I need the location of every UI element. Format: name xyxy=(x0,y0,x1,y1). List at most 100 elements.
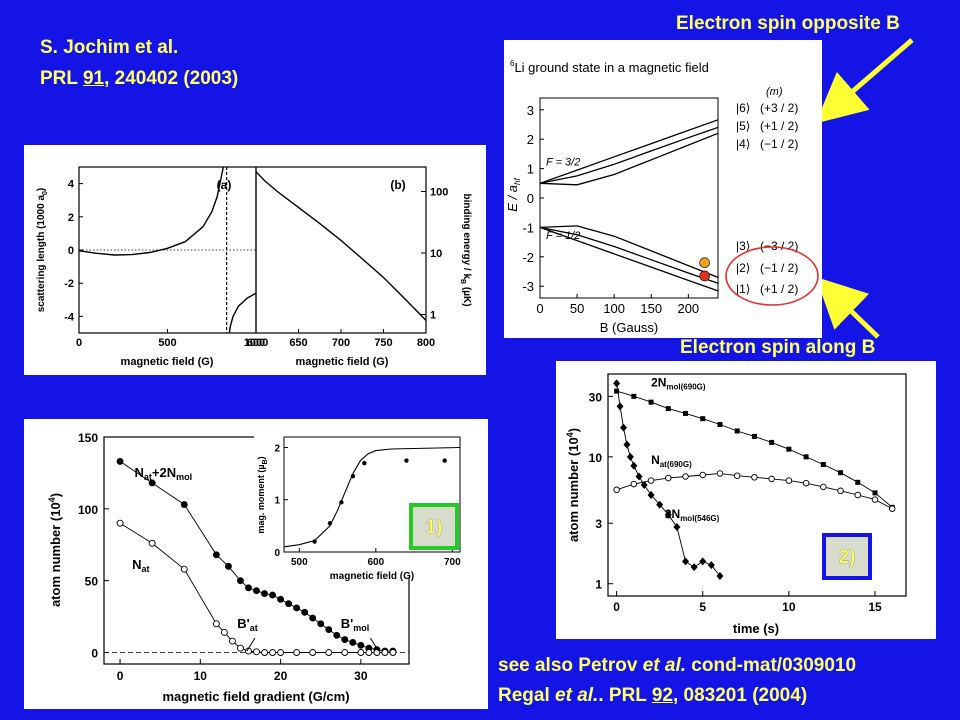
grad-xtick-label: 30 xyxy=(354,669,368,683)
label-spin-opposite: Electron spin opposite B xyxy=(676,13,900,34)
li-ytick-label: 0 xyxy=(527,191,534,206)
grad-point xyxy=(261,590,268,598)
time-point-diamond xyxy=(699,557,707,566)
grad-point xyxy=(389,649,397,656)
panel-gradient: 0 10 20 30 0 50 100 150 Nat+2Nmol Nat B'at B'mol ato… xyxy=(24,419,488,709)
panel-a-ytick-label: -2 xyxy=(64,278,74,290)
box2-label: 2) xyxy=(839,547,856,568)
grad-label-at: Nat xyxy=(132,557,149,574)
time-point-square xyxy=(820,462,826,468)
panel-a-xlabel: magnetic field (G) xyxy=(121,356,214,368)
time-series-label-name: N xyxy=(651,453,660,467)
time-point-circle xyxy=(888,505,896,512)
li-xtick-label: 100 xyxy=(603,301,625,316)
grad-point xyxy=(261,649,268,656)
time-point-diamond xyxy=(690,563,698,572)
box1-frame xyxy=(409,503,459,550)
li-state-ket: |4⟩ xyxy=(736,137,750,151)
panel-scattering: 0 500 1000 -4 -2 0 2 4 (a) scattering length (100… xyxy=(24,145,486,375)
grad-point xyxy=(357,649,365,656)
time-point-square xyxy=(614,388,620,394)
panel-b-xtick-label: 800 xyxy=(417,337,435,349)
grad-xtick-label: 10 xyxy=(194,669,208,683)
li-title-text: Li ground state in a magnetic field xyxy=(514,60,708,75)
li-ylabel: E / ahf xyxy=(505,178,522,212)
li-title: 6Li ground state in a magnetic field xyxy=(510,59,709,75)
li-ytick-label: 3 xyxy=(527,103,534,118)
li-state-m: (+1 / 2) xyxy=(760,119,798,133)
panel-b-ylabel: binding energy / kB (µK) xyxy=(459,193,472,306)
chart-li-levels: 6Li ground state in a magnetic field 0 50 1… xyxy=(505,59,819,335)
grad-point xyxy=(236,644,244,652)
li-state-marker xyxy=(699,257,710,269)
li-frame xyxy=(539,97,719,299)
time-point-square xyxy=(700,416,706,422)
panel-b-xtick-label: 650 xyxy=(289,337,307,349)
inset-ytick-label: 1 xyxy=(274,496,280,507)
li-highlight-circle xyxy=(725,246,819,306)
li-xtick-label: 50 xyxy=(570,301,584,316)
citation-rest: , 240402 (2003) xyxy=(104,68,239,89)
grad-point xyxy=(325,649,333,656)
grad-label-bat: B'at xyxy=(237,616,258,633)
panel-b-ytick-label: 10 xyxy=(430,248,442,260)
time-point-square xyxy=(803,454,809,460)
grad-point xyxy=(212,620,220,628)
time-point-square xyxy=(734,428,740,434)
time-point-diamond xyxy=(613,379,621,388)
time-point-diamond xyxy=(620,423,628,432)
grad-point xyxy=(293,604,301,612)
time-series-label-sub: mol(690G) xyxy=(666,382,705,391)
inset-curve xyxy=(283,446,461,548)
panel-li-levels: 6Li ground state in a magnetic field 0 50 1… xyxy=(504,40,822,338)
citation-journal-name: PRL xyxy=(40,68,78,89)
time-point-diamond xyxy=(647,491,655,500)
grad-point xyxy=(341,636,349,644)
panel-b-label: (b) xyxy=(390,178,405,192)
time-ylabel-text: atom number (10 xyxy=(566,437,581,542)
grad-label-bmol: B'mol xyxy=(341,616,370,633)
see-also-suffix: cond-mat/0309010 xyxy=(686,655,857,676)
grad-point xyxy=(180,565,188,573)
time-ytick-label: 1 xyxy=(595,578,602,592)
grad-point xyxy=(116,519,124,527)
time-point-diamond xyxy=(682,557,690,566)
li-level-line xyxy=(539,226,719,292)
time-frame xyxy=(607,373,907,597)
grad-point xyxy=(309,614,317,622)
panel-b-xlabel: magnetic field (G) xyxy=(296,356,389,368)
li-ylabel-text: E / a xyxy=(505,185,520,212)
inset-ylabel-text: mag. moment (µ xyxy=(256,464,266,533)
li-state-ket: |2⟩ xyxy=(736,261,750,275)
time-point-circle xyxy=(733,472,741,479)
inset-xtick-label: 700 xyxy=(444,557,461,568)
time-point-square xyxy=(855,479,861,485)
arrow-along xyxy=(815,277,880,339)
grad-point xyxy=(148,539,156,547)
panel-a-ylabel-text: scattering length (1000 a xyxy=(36,195,47,313)
li-f-lower: F = 1/2 xyxy=(546,230,580,242)
inset-xtick-label: 600 xyxy=(367,557,384,568)
grad-point xyxy=(293,649,301,656)
li-level-line xyxy=(539,132,719,186)
inset-xtick-label: 500 xyxy=(291,557,308,568)
li-state-m: (+3 / 2) xyxy=(760,101,798,115)
time-xtick-label: 0 xyxy=(613,600,620,614)
li-state-ket: |1⟩ xyxy=(736,282,750,296)
inset-point xyxy=(327,521,333,526)
panel-a-ylabel-sub: 0 xyxy=(42,191,49,195)
time-point-circle xyxy=(647,477,655,484)
panel-b-ylabel-sub: B xyxy=(459,279,466,284)
panel-a-ytick-label: 4 xyxy=(68,179,75,191)
grad-point xyxy=(228,637,236,645)
time-point-circle xyxy=(820,483,827,491)
time-point-circle xyxy=(768,475,775,483)
time-point-circle xyxy=(871,496,879,503)
time-point-square xyxy=(786,446,792,452)
chart-time: 0 5 10 151310302Nmol(690G)Nat(690G)2Nmol(54… xyxy=(565,373,907,636)
panel-b-xtick-label: 700 xyxy=(332,337,350,349)
regal-citation: Regal et al.. PRL 92, 083201 (2004) xyxy=(498,685,807,707)
citation-journal: PRL 91, 240402 (2003) xyxy=(40,68,238,90)
inset-point xyxy=(362,460,367,466)
li-title-sup: 6 xyxy=(510,59,515,68)
